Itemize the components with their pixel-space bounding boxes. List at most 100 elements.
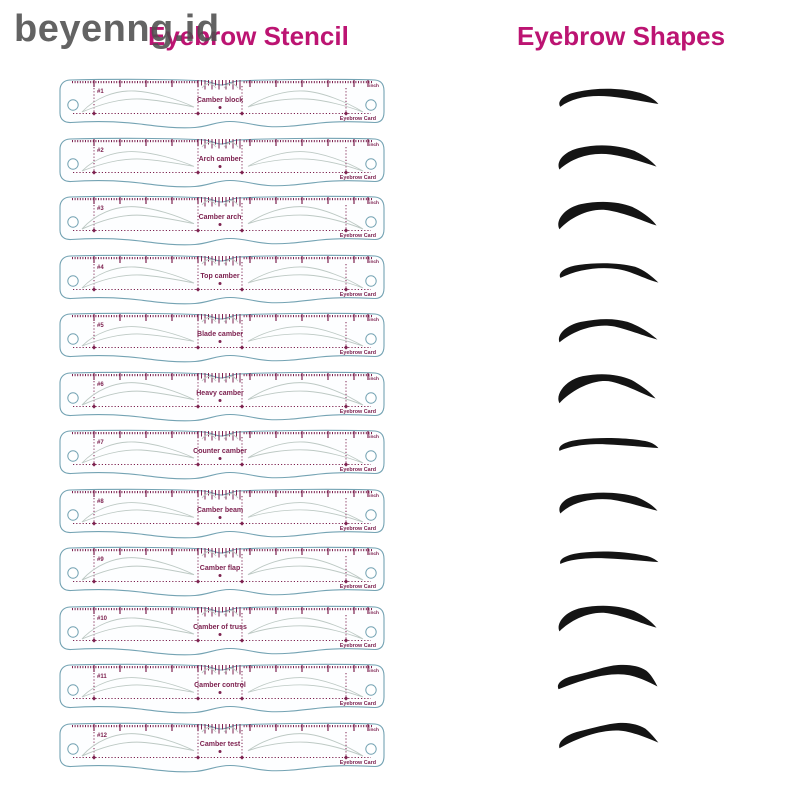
style-name-label: Counter camber <box>193 448 247 455</box>
punch-hole-right <box>365 157 377 170</box>
brow-outline <box>81 501 364 522</box>
ruler-ticks <box>72 372 372 380</box>
style-name-label: Camber flap <box>200 565 240 572</box>
ruler-ticks <box>72 197 372 204</box>
center-comb <box>201 723 241 733</box>
punch-hole-left <box>67 567 79 579</box>
card-number-label: #8 <box>97 499 104 505</box>
eyebrow-silhouette-shape <box>559 262 659 283</box>
style-name-dot <box>218 515 222 519</box>
style-name-dot <box>218 457 222 460</box>
eyebrow-silhouette <box>558 373 656 403</box>
ruler-ticks <box>72 665 372 672</box>
inch-label: inch <box>369 727 379 733</box>
left-column-title: Eyebrow Stencil <box>148 21 349 51</box>
brand-label: Eyebrow Card <box>340 116 376 122</box>
style-name-label: Camber arch <box>199 214 242 221</box>
style-name-label: Blade camber <box>197 331 243 338</box>
eyebrow-shapes-column <box>551 82 665 759</box>
ruler-ticks <box>72 489 372 497</box>
inch-label: inch <box>369 610 379 616</box>
brow-outline <box>81 441 364 464</box>
stencil-card: #12 inch Camber test Eyebrow Card <box>59 722 385 772</box>
punch-hole-right <box>365 216 377 228</box>
brand-label: Eyebrow Card <box>340 233 376 239</box>
eyebrow-silhouette <box>559 88 659 107</box>
brand-label: Eyebrow Card <box>340 292 376 298</box>
dotted-guide-lines <box>73 729 371 758</box>
inch-label: inch <box>369 376 379 382</box>
eyebrow-silhouette <box>559 722 659 748</box>
eyebrow-silhouette <box>558 319 658 343</box>
style-name-label: Camber test <box>200 741 241 748</box>
inch-label: inch <box>369 259 379 265</box>
center-comb <box>201 197 241 207</box>
stencil-card: #4 inch Top camber Eyebrow Card <box>59 254 385 304</box>
eyebrow-silhouette <box>559 492 658 514</box>
card-number-label: #4 <box>97 265 104 271</box>
inch-label: inch <box>369 551 379 557</box>
eyebrow-silhouette-shape <box>559 437 659 451</box>
style-name-label: Top camber <box>200 273 239 280</box>
punch-hole-left <box>67 274 79 287</box>
punch-hole-right <box>365 625 377 638</box>
stencil-card: #8 inch Camber beam Eyebrow Card <box>59 488 385 538</box>
brow-outline <box>81 732 364 756</box>
card-outline <box>59 722 385 772</box>
style-name-dot <box>218 340 222 343</box>
inch-label: inch <box>369 200 379 206</box>
style-name-label: Heavy camber <box>196 390 244 397</box>
ruler-ticks <box>72 548 372 555</box>
style-name-dot <box>218 223 222 226</box>
center-comb <box>201 489 241 499</box>
stencil-cards-column: #1 inch Camber block Eyebrow Card <box>57 76 387 777</box>
stencil-card: #11 inch Camber control Eyebrow Card <box>59 663 385 714</box>
brow-outline <box>81 677 364 698</box>
punch-hole-right <box>365 274 377 287</box>
inch-label: inch <box>369 668 379 674</box>
eyebrow-silhouette-shape <box>559 492 658 514</box>
brow-outline <box>81 206 364 230</box>
stencil-card: #1 inch Camber block Eyebrow Card <box>59 78 385 129</box>
card-outline <box>59 137 385 187</box>
card-outline <box>59 371 385 421</box>
ruler-ticks <box>72 431 372 438</box>
punch-hole-right <box>365 684 377 696</box>
dotted-guide-lines <box>73 203 371 231</box>
guide-markers <box>91 169 349 175</box>
style-name-dot <box>218 691 222 694</box>
eyebrow-silhouette <box>559 437 659 451</box>
punch-hole-right <box>365 99 377 111</box>
center-comb <box>201 548 241 558</box>
ruler-ticks <box>72 80 372 87</box>
style-name-dot <box>218 106 222 109</box>
punch-hole-right <box>365 450 377 462</box>
stencil-card: #6 inch Heavy camber Eyebrow Card <box>59 371 385 421</box>
punch-hole-left <box>67 99 79 111</box>
eyebrow-silhouette <box>558 605 657 631</box>
card-number-label: #1 <box>97 89 104 95</box>
eyebrow-silhouette-shape <box>559 88 659 107</box>
card-outline <box>59 312 385 363</box>
brow-outline <box>81 326 364 347</box>
brow-outline <box>81 266 364 288</box>
center-comb <box>201 372 241 382</box>
center-comb <box>201 606 241 616</box>
ruler-ticks <box>72 606 372 614</box>
style-name-label: Camber beam <box>197 507 243 514</box>
punch-hole-left <box>67 216 79 228</box>
eyebrow-silhouette-shape <box>558 144 657 169</box>
stencil-card: #2 inch Arch camber Eyebrow Card <box>59 137 385 187</box>
punch-hole-right <box>365 742 377 755</box>
eyebrow-silhouette <box>558 201 657 230</box>
eyebrow-silhouette-shape <box>558 319 658 343</box>
brand-label: Eyebrow Card <box>340 409 376 415</box>
dotted-guide-lines <box>73 612 371 641</box>
brand-label: Eyebrow Card <box>340 350 376 356</box>
punch-hole-left <box>67 684 79 696</box>
style-name-dot <box>218 164 222 168</box>
card-number-label: #3 <box>97 206 104 212</box>
inch-label: inch <box>369 317 379 323</box>
brand-label: Eyebrow Card <box>340 701 376 707</box>
eyebrow-silhouette-shape <box>558 201 657 230</box>
